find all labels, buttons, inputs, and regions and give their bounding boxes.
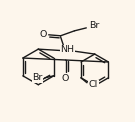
Text: Br: Br — [89, 21, 100, 30]
Text: Cl: Cl — [89, 80, 98, 89]
Text: Br: Br — [33, 73, 43, 82]
Text: NH: NH — [60, 45, 75, 54]
Text: O: O — [62, 74, 69, 83]
Text: O: O — [39, 30, 47, 39]
